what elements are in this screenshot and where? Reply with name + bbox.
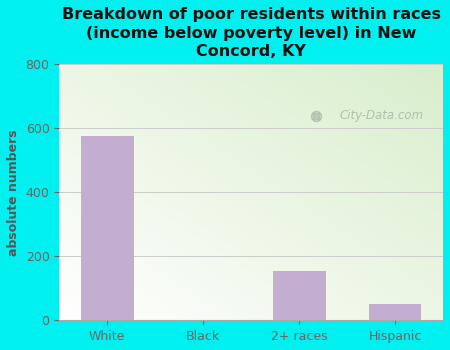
Bar [81,136,134,320]
Bar [273,271,325,320]
Title: Breakdown of poor residents within races
(income below poverty level) in New
Con: Breakdown of poor residents within races… [62,7,441,59]
Text: City-Data.com: City-Data.com [339,109,423,122]
Bar [369,304,422,320]
Y-axis label: absolute numbers: absolute numbers [7,129,20,256]
